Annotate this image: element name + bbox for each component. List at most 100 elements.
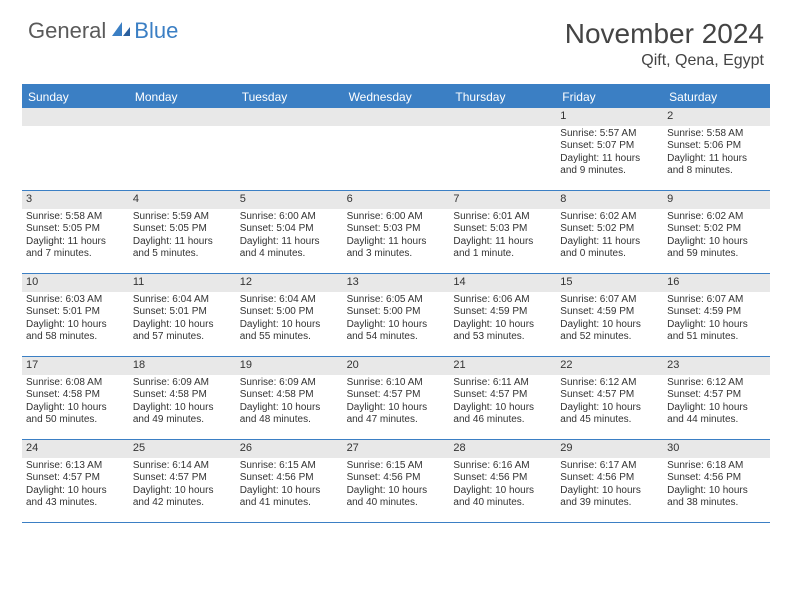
daylight-text: and 1 minute. [453,248,552,261]
daylight-text: and 38 minutes. [667,497,766,510]
day-number [343,108,450,126]
day-number [236,108,343,126]
weekday-label: Thursday [449,86,556,108]
weekday-label: Sunday [22,86,129,108]
day-number: 23 [663,357,770,375]
header: General Blue November 2024 Qift, Qena, E… [0,0,792,78]
day-number: 9 [663,191,770,209]
daylight-text: Daylight: 11 hours [26,236,125,249]
day-cell: 5Sunrise: 6:00 AMSunset: 5:04 PMDaylight… [236,191,343,273]
day-cell: 12Sunrise: 6:04 AMSunset: 5:00 PMDayligh… [236,274,343,356]
weekday-label: Wednesday [343,86,450,108]
month-title: November 2024 [565,18,764,50]
day-cell: 21 Sunrise: 6:11 AMSunset: 4:57 PMDayligh… [449,357,556,439]
week-row: 17Sunrise: 6:08 AMSunset: 4:58 PMDayligh… [22,357,770,440]
sunrise-text: Sunrise: 6:00 AM [347,211,446,224]
sunset-text: Sunset: 4:58 PM [240,389,339,402]
daylight-text: and 58 minutes. [26,331,125,344]
day-cell: 13Sunrise: 6:05 AMSunset: 5:00 PMDayligh… [343,274,450,356]
sunset-text: Sunset: 4:59 PM [453,306,552,319]
daylight-text: and 53 minutes. [453,331,552,344]
sunrise-text: Sunrise: 6:17 AM [560,460,659,473]
title-block: November 2024 Qift, Qena, Egypt [565,18,764,70]
sunset-text: Sunset: 4:57 PM [26,472,125,485]
daylight-text: and 41 minutes. [240,497,339,510]
sunset-text: Sunset: 4:57 PM [453,389,552,402]
logo: General Blue [28,18,178,44]
day-number: 21 [449,357,556,375]
daylight-text: and 39 minutes. [560,497,659,510]
sunset-text: Sunset: 5:01 PM [133,306,232,319]
day-cell [129,108,236,190]
day-cell: 20Sunrise: 6:10 AMSunset: 4:57 PMDayligh… [343,357,450,439]
sunset-text: Sunset: 5:00 PM [240,306,339,319]
location: Qift, Qena, Egypt [565,52,764,70]
sunrise-text: Sunrise: 6:18 AM [667,460,766,473]
weekday-label: Tuesday [236,86,343,108]
day-cell: 10Sunrise: 6:03 AMSunset: 5:01 PMDayligh… [22,274,129,356]
sunset-text: Sunset: 5:07 PM [560,140,659,153]
weekday-label: Friday [556,86,663,108]
sunrise-text: Sunrise: 6:02 AM [560,211,659,224]
daylight-text: Daylight: 10 hours [347,402,446,415]
daylight-text: and 43 minutes. [26,497,125,510]
calendar: Sunday Monday Tuesday Wednesday Thursday… [22,84,770,523]
daylight-text: Daylight: 10 hours [133,319,232,332]
day-number: 15 [556,274,663,292]
daylight-text: Daylight: 10 hours [453,402,552,415]
daylight-text: and 59 minutes. [667,248,766,261]
sunset-text: Sunset: 4:59 PM [667,306,766,319]
day-cell: 11Sunrise: 6:04 AMSunset: 5:01 PMDayligh… [129,274,236,356]
sunrise-text: Sunrise: 6:13 AM [26,460,125,473]
day-number: 7 [449,191,556,209]
day-number: 25 [129,440,236,458]
day-cell: 8Sunrise: 6:02 AMSunset: 5:02 PMDaylight… [556,191,663,273]
daylight-text: Daylight: 11 hours [453,236,552,249]
day-cell: 2Sunrise: 5:58 AMSunset: 5:06 PMDaylight… [663,108,770,190]
daylight-text: and 49 minutes. [133,414,232,427]
day-cell: 25Sunrise: 6:14 AMSunset: 4:57 PMDayligh… [129,440,236,522]
daylight-text: and 42 minutes. [133,497,232,510]
logo-text-general: General [28,18,106,44]
day-cell: 19Sunrise: 6:09 AMSunset: 4:58 PMDayligh… [236,357,343,439]
weekday-label: Saturday [663,86,770,108]
daylight-text: Daylight: 10 hours [453,319,552,332]
day-cell: 18Sunrise: 6:09 AMSunset: 4:58 PMDayligh… [129,357,236,439]
day-number: 20 [343,357,450,375]
sunrise-text: Sunrise: 6:05 AM [347,294,446,307]
sunset-text: Sunset: 4:59 PM [560,306,659,319]
day-cell: 24Sunrise: 6:13 AMSunset: 4:57 PMDayligh… [22,440,129,522]
daylight-text: Daylight: 11 hours [347,236,446,249]
day-number: 11 [129,274,236,292]
sunset-text: Sunset: 5:00 PM [347,306,446,319]
sunrise-text: Sunrise: 6:07 AM [667,294,766,307]
daylight-text: Daylight: 10 hours [347,485,446,498]
day-number [129,108,236,126]
sunset-text: Sunset: 5:03 PM [453,223,552,236]
day-cell [343,108,450,190]
daylight-text: Daylight: 10 hours [133,485,232,498]
sunset-text: Sunset: 4:56 PM [667,472,766,485]
day-number: 18 [129,357,236,375]
sunrise-text: Sunrise: 5:58 AM [667,128,766,141]
sunrise-text: Sunrise: 6:12 AM [560,377,659,390]
daylight-text: and 4 minutes. [240,248,339,261]
daylight-text: and 46 minutes. [453,414,552,427]
day-cell: 7Sunrise: 6:01 AMSunset: 5:03 PMDaylight… [449,191,556,273]
day-number: 1 [556,108,663,126]
sunrise-text: Sunrise: 5:58 AM [26,211,125,224]
daylight-text: Daylight: 10 hours [26,319,125,332]
day-number: 16 [663,274,770,292]
logo-text-blue: Blue [134,18,178,44]
sunrise-text: Sunrise: 6:11 AM [453,377,552,390]
day-cell: 1Sunrise: 5:57 AMSunset: 5:07 PMDaylight… [556,108,663,190]
sunrise-text: Sunrise: 6:03 AM [26,294,125,307]
daylight-text: Daylight: 11 hours [240,236,339,249]
day-cell: 27Sunrise: 6:15 AMSunset: 4:56 PMDayligh… [343,440,450,522]
sunset-text: Sunset: 4:57 PM [667,389,766,402]
day-cell: 23Sunrise: 6:12 AMSunset: 4:57 PMDayligh… [663,357,770,439]
daylight-text: and 0 minutes. [560,248,659,261]
sunset-text: Sunset: 5:02 PM [560,223,659,236]
week-row: 24Sunrise: 6:13 AMSunset: 4:57 PMDayligh… [22,440,770,523]
daylight-text: Daylight: 10 hours [133,402,232,415]
